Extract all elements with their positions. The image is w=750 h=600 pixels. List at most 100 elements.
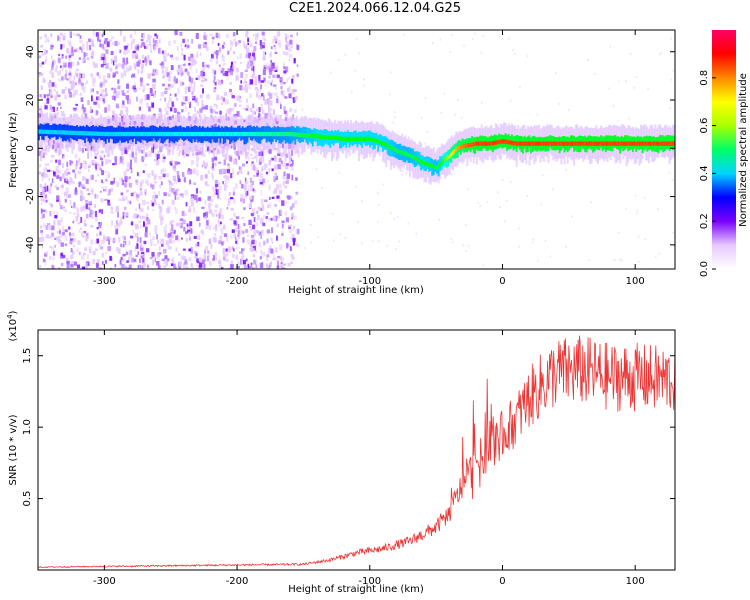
spectrogram-noise-cell (58, 227, 61, 231)
spectrogram-noise-cell (149, 232, 151, 238)
spectrogram-noise-cell (194, 194, 198, 201)
ridge-core (421, 160, 424, 165)
spectrogram-noise-cell (210, 172, 214, 176)
spectrogram-noise-cell (188, 63, 191, 66)
ridge-core (609, 141, 612, 146)
spectrogram-noise-cell (281, 223, 284, 229)
spectrogram-noise-cell (114, 87, 117, 93)
spectrogram-noise-cell (241, 81, 244, 84)
spectrogram-noise-cell (153, 191, 156, 195)
spectrogram-noise-cell (193, 82, 196, 87)
spectrogram-noise-cell (163, 226, 167, 232)
spectrogram-faint-cell (636, 209, 639, 212)
ridge-core (499, 139, 502, 144)
spectrogram-noise-cell (104, 185, 107, 192)
spectrogram-noise-cell (280, 261, 283, 264)
spectrogram-noise-cell (286, 35, 290, 38)
ridge-core (81, 131, 83, 136)
spectrogram-noise-cell (274, 174, 278, 179)
snr-panel: -300 -200 -100 0 100 0.51.01.5 Height of str… (6, 310, 676, 595)
spectrogram-noise-cell (46, 37, 49, 42)
spectrogram-noise-cell (188, 208, 192, 213)
ridge-core (598, 141, 601, 146)
spectrogram-noise-cell (68, 88, 71, 94)
spectrogram-noise-cell (225, 175, 229, 180)
spectrogram-noise-cell (52, 60, 54, 67)
ridge-core (450, 152, 453, 157)
spectrogram-faint-cell (397, 216, 399, 219)
spectrogram-noise-cell (66, 78, 69, 81)
spectrogram-noise-cell (151, 208, 155, 212)
ridge-core (69, 130, 72, 135)
spectrogram-faint-cell (635, 212, 638, 215)
spectrogram-noise-cell (274, 45, 277, 51)
spectrogram-noise-cell (229, 156, 233, 162)
spectrogram-noise-cell (173, 40, 176, 44)
spectrogram-noise-cell (69, 160, 72, 166)
ridge-core (146, 131, 149, 137)
spectrogram-noise-cell (56, 212, 59, 216)
ridge-core (584, 141, 587, 146)
spectrogram-noise-cell (157, 113, 160, 116)
spectrogram-noise-cell (156, 156, 159, 161)
spectrogram-noise-cell (225, 99, 229, 105)
spectrogram-noise-cell (144, 179, 149, 184)
spectrogram-noise-cell (258, 113, 261, 118)
spectrogram-faint-cell (542, 174, 544, 177)
spectrogram-noise-cell (189, 236, 191, 241)
spectrogram-noise-cell (85, 262, 88, 269)
spectrogram-faint-cell (617, 119, 619, 122)
spectrogram-noise-cell (260, 84, 262, 90)
ridge-core (385, 142, 388, 147)
spectrogram-noise-cell (189, 221, 193, 227)
spectrogram-noise-cell (291, 89, 295, 95)
spectrogram-noise-cell (188, 56, 191, 61)
spectrogram-noise-cell (223, 41, 226, 46)
spectrogram-noise-cell (147, 54, 150, 60)
spectrogram-noise-cell (280, 209, 282, 215)
ridge-core (318, 134, 321, 139)
ridge-core (353, 136, 356, 141)
spectrogram-noise-cell (217, 190, 221, 194)
spectrogram-noise-cell (196, 258, 199, 263)
spectrogram-noise-cell (99, 157, 103, 161)
spectrogram-noise-cell (203, 212, 206, 218)
spectrogram-noise-cell (91, 77, 95, 84)
spectrogram-noise-cell (105, 236, 109, 240)
spectrogram-noise-cell (217, 219, 220, 224)
ridge-core (399, 149, 402, 155)
spectrogram-noise-cell (189, 102, 191, 108)
spectrogram-noise-cell (53, 112, 57, 116)
y-tick-label: -20 (25, 188, 36, 204)
spectrogram-noise-cell (185, 153, 189, 157)
spectrogram-noise-cell (204, 258, 207, 262)
spectrogram-noise-cell (44, 167, 47, 172)
spectrogram-noise-cell (185, 262, 188, 265)
spectrogram-noise-cell (70, 238, 74, 241)
spectrogram-noise-cell (48, 189, 51, 194)
ridge-core (243, 131, 246, 137)
spectrogram-noise-cell (174, 108, 177, 113)
spectrogram-noise-cell (73, 261, 77, 266)
spectrogram-noise-cell (199, 52, 202, 56)
spectrogram-noise-cell (177, 46, 179, 51)
ridge-core (496, 140, 499, 145)
spectrogram-noise-cell (213, 255, 216, 260)
spectrogram-noise-cell (229, 40, 232, 43)
spectrogram-noise-cell (131, 257, 135, 263)
spectrogram-noise-cell (235, 227, 238, 232)
spectrogram-noise-cell (241, 216, 244, 220)
ridge-core (665, 141, 668, 146)
spectrogram-noise-cell (194, 106, 196, 112)
x-tick-label: -300 (93, 276, 116, 287)
spectrogram-noise-cell (57, 102, 61, 106)
spectrogram-noise-cell (251, 73, 255, 79)
spectrogram-noise-cell (141, 33, 145, 38)
spectrogram-noise-cell (218, 47, 221, 53)
ridge-core (205, 131, 208, 137)
ridge-core (168, 131, 171, 137)
spectrogram-noise-cell (273, 176, 277, 183)
spectrogram-noise-cell (153, 202, 157, 205)
spectrogram-noise-cell (124, 182, 127, 188)
spectrogram-noise-cell (252, 33, 255, 37)
